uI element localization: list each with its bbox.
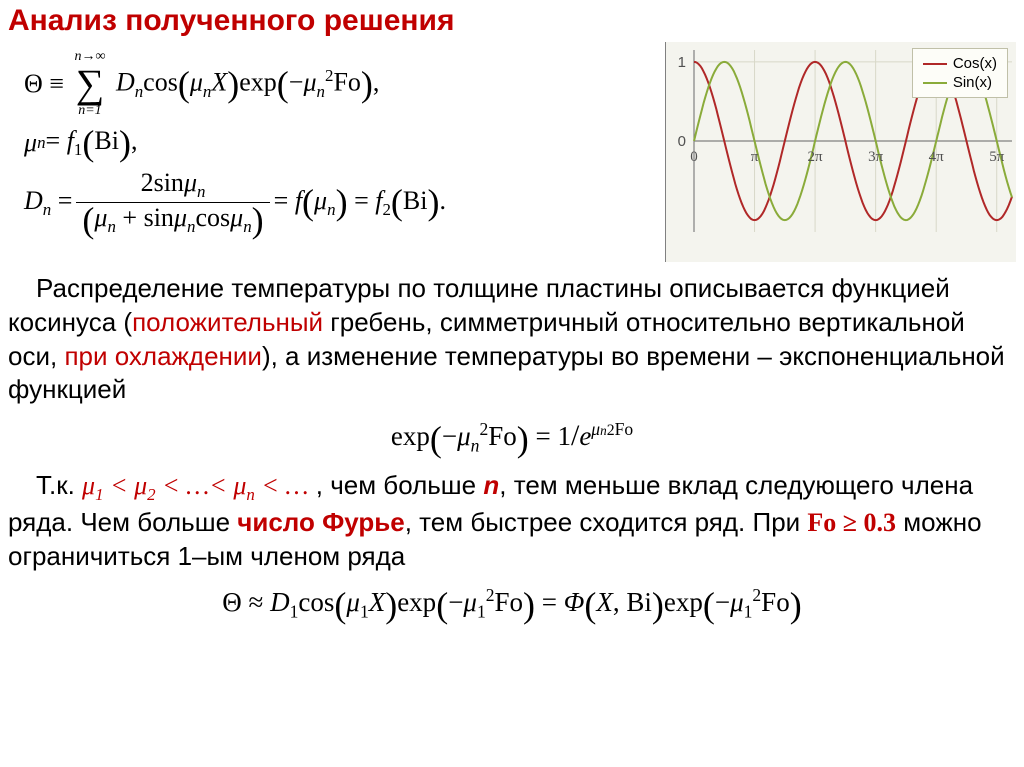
top-section: Θ ≡ n→∞ ∑ n=1 Dncos(μnX)exp(−μn2Fo), μn … [8,42,1016,262]
paragraph-2: Т.к. μ1 < μ2 < …< μn < … , чем больше n,… [8,469,1016,574]
page-title: Анализ полученного решения [8,4,1016,38]
svg-text:3π: 3π [868,149,884,165]
legend-cos: Cos(x) [923,55,997,72]
eq-final: Θ ≈ D1cos(μ1X)exp(−μ12Fo) = Φ(X, Bi)exp(… [8,585,1016,622]
svg-text:π: π [751,149,759,165]
eq-dn: Dn = 2sinμn (μn + sinμncosμn) = f(μn) = … [24,168,665,237]
chart-legend: Cos(x) Sin(x) [912,48,1008,98]
paragraph-1: Распределение температуры по толщине пла… [8,272,1016,407]
svg-text:1: 1 [678,54,686,71]
trig-chart: Cos(x) Sin(x) 0 π 2π 3π 4π 5π 0 1 [665,42,1016,262]
equations-block: Θ ≡ n→∞ ∑ n=1 Dncos(μnX)exp(−μn2Fo), μn … [8,42,665,246]
eq-mu: μn = f1(Bi), [24,126,665,160]
eq-theta-sum: Θ ≡ n→∞ ∑ n=1 Dncos(μnX)exp(−μn2Fo), [24,50,665,118]
legend-sin: Sin(x) [923,74,997,91]
svg-text:5π: 5π [989,149,1005,165]
svg-text:4π: 4π [929,149,945,165]
eq-exp: exp(−μn2Fo) = 1/eμn2Fo [8,419,1016,456]
svg-text:2π: 2π [808,149,824,165]
svg-text:0: 0 [690,149,698,165]
svg-text:0: 0 [678,133,686,150]
